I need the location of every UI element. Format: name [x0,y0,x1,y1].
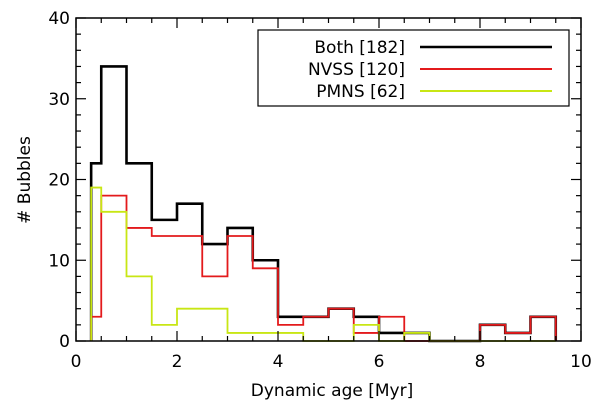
y-tick-label: 0 [59,332,70,352]
y-tick-label: 40 [48,9,70,29]
x-tick-label: 10 [570,352,592,372]
legend-label: PMNS [62] [316,82,405,102]
x-tick-label: 8 [475,352,486,372]
y-axis-label: # Bubbles [15,136,35,224]
x-tick-label: 0 [71,352,82,372]
legend-label: Both [182] [314,38,405,58]
x-tick-label: 4 [273,352,284,372]
x-tick-label: 6 [374,352,385,372]
y-tick-label: 30 [48,90,70,110]
legend: Both [182]NVSS [120]PMNS [62] [257,29,570,107]
y-tick-label: 20 [48,171,70,191]
legend-label: NVSS [120] [308,60,405,80]
series-line-1 [89,65,558,343]
y-tick-label: 10 [48,251,70,271]
x-tick-label: 2 [172,352,183,372]
x-axis-label: Dynamic age [Myr] [251,381,413,401]
series-group [89,65,558,343]
axes: 0 2 4 6 8 10 0 10 20 30 40 [48,9,591,372]
series-line-2 [90,194,557,342]
